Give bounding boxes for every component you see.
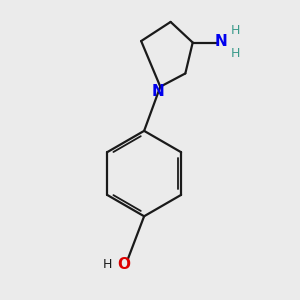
Text: O: O <box>117 257 130 272</box>
Text: H: H <box>231 47 240 60</box>
Text: N: N <box>152 85 164 100</box>
Text: H: H <box>231 24 240 37</box>
Text: H: H <box>103 258 112 271</box>
Text: N: N <box>214 34 227 49</box>
